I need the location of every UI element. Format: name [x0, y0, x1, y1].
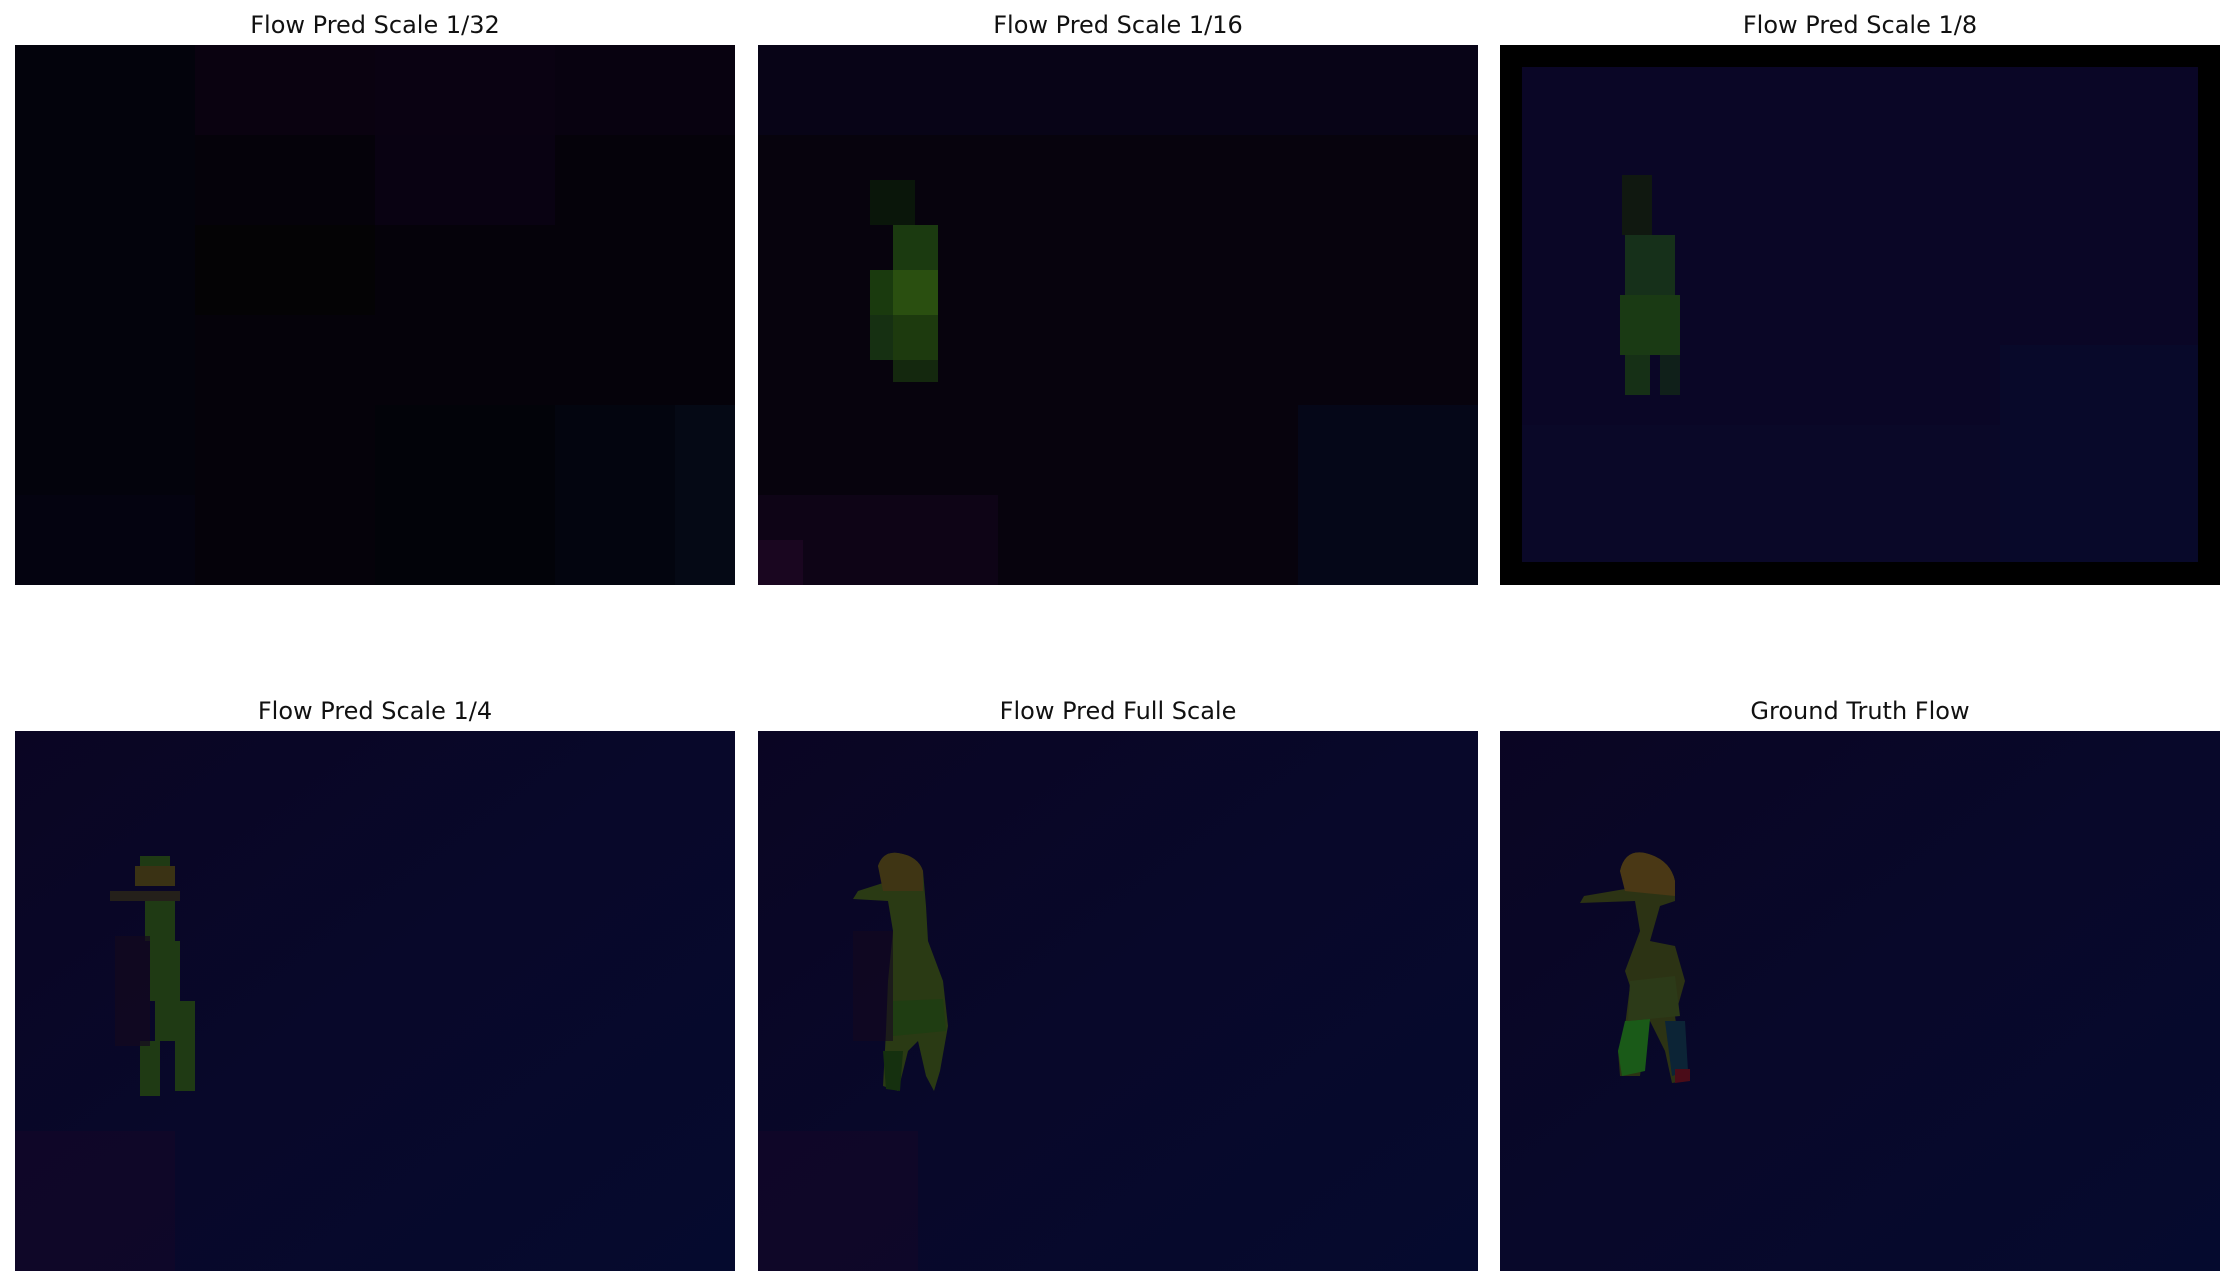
panel-title: Flow Pred Scale 1/8: [1742, 11, 1978, 39]
flow-image: [15, 731, 735, 1271]
flow-image: [1500, 45, 2220, 585]
flow-image: [1500, 731, 2220, 1271]
panel-title: Flow Pred Full Scale: [999, 697, 1237, 725]
flow-image: [758, 731, 1478, 1271]
panel-title: Flow Pred Scale 1/4: [257, 697, 493, 725]
flow-image: [15, 45, 735, 585]
flow-image: [758, 45, 1478, 585]
panel-title: Flow Pred Scale 1/32: [250, 11, 500, 39]
panel-title: Ground Truth Flow: [1750, 697, 1970, 725]
panel-title: Flow Pred Scale 1/16: [993, 11, 1243, 39]
